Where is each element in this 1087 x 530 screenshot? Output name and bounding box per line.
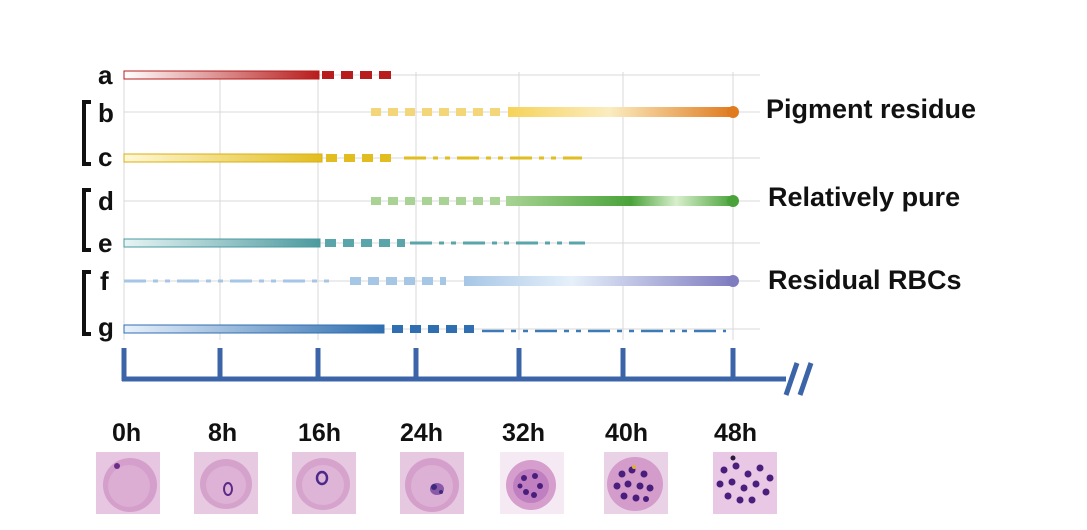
bar-d-solid: [506, 196, 733, 206]
row-label-a: a: [98, 60, 113, 90]
micrograph-16h: [292, 452, 356, 514]
group-label-relatively-pure: Relatively pure: [768, 182, 960, 212]
bar-b-end-marker: [727, 106, 739, 118]
bar-f-end-marker: [727, 275, 739, 287]
group-brackets: [82, 100, 91, 336]
row-label-c: c: [98, 142, 112, 172]
micrograph-40h: [604, 452, 668, 514]
row-label-e: e: [98, 228, 112, 258]
tick-label-0h: 0h: [112, 419, 141, 447]
timeline-row-d: [371, 195, 739, 207]
bracket-residual-rbcs: [82, 270, 91, 336]
row-label-f: f: [100, 266, 109, 296]
micrograph-32h: [500, 452, 564, 514]
bar-g-solid: [123, 324, 385, 334]
timeline-row-c: [123, 153, 582, 163]
tick-label-16h: 16h: [298, 419, 341, 447]
bar-c-solid: [123, 153, 323, 163]
bar-d-end-marker: [727, 195, 739, 207]
tick-label-24h: 24h: [400, 419, 443, 447]
bar-a-solid: [123, 70, 320, 80]
micrograph-0h: [96, 452, 160, 514]
axis-break-mark: [783, 362, 800, 396]
timeline-row-g: [123, 324, 726, 334]
bar-e-solid: [123, 238, 321, 248]
axis-break-mark: [797, 362, 814, 396]
time-axis: [121, 348, 814, 396]
timeline-row-b: [371, 106, 739, 118]
timeline-row-a: [123, 70, 392, 80]
micrograph-48h: [713, 452, 777, 514]
row-label-g: g: [98, 312, 114, 342]
bracket-pigment-residue: [82, 100, 91, 166]
group-label-residual-rbcs: Residual RBCs: [768, 265, 962, 295]
bar-f-solid: [464, 276, 733, 286]
micrograph-8h: [194, 452, 258, 514]
group-label-pigment-residue: Pigment residue: [766, 94, 976, 124]
tick-label-8h: 8h: [208, 419, 237, 447]
tick-label-40h: 40h: [605, 419, 648, 447]
tick-label-48h: 48h: [714, 419, 757, 447]
bar-b-solid: [508, 107, 733, 117]
timeline-row-f: [124, 275, 739, 287]
row-label-d: d: [98, 186, 114, 216]
micrograph-24h: [400, 452, 464, 514]
timeline-row-e: [123, 238, 585, 248]
row-label-b: b: [98, 98, 114, 128]
bracket-relatively-pure: [82, 188, 91, 252]
tick-label-32h: 32h: [502, 419, 545, 447]
